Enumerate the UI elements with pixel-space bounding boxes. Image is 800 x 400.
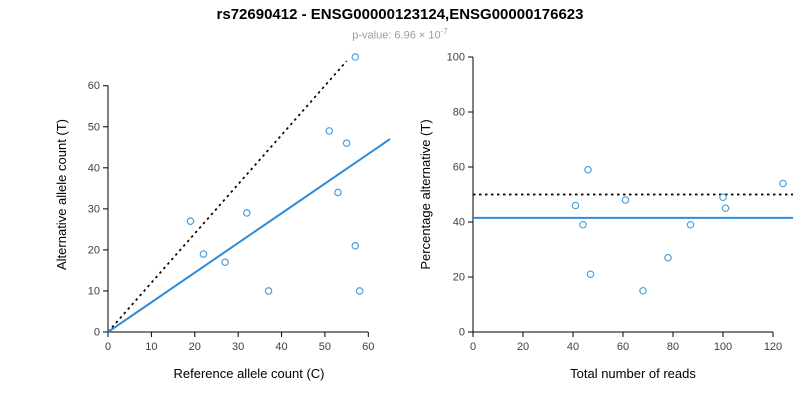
y-tick-label: 10 (88, 285, 100, 297)
y-axis-label: Alternative allele count (T) (54, 119, 69, 270)
y-tick-label: 40 (88, 162, 100, 174)
data-point (579, 220, 587, 229)
x-tick-label: 0 (470, 341, 476, 353)
x-tick-label: 30 (232, 341, 244, 353)
data-point (243, 209, 251, 217)
data-point (621, 196, 630, 204)
data-point (779, 179, 787, 188)
y-tick-label: 50 (88, 121, 100, 133)
data-point (586, 270, 595, 279)
y-axis-label: Percentage alternative (T) (418, 119, 433, 269)
x-tick-label: 50 (319, 341, 331, 353)
data-point (355, 287, 364, 295)
y-tick-label: 20 (88, 244, 100, 256)
data-point (351, 53, 360, 61)
x-tick-label: 100 (714, 341, 732, 353)
y-tick-label: 100 (447, 52, 465, 64)
data-point (721, 204, 730, 213)
x-tick-label: 0 (105, 341, 111, 353)
data-point (719, 193, 727, 202)
p-value-exponent: -7 (440, 27, 448, 36)
x-tick-label: 60 (362, 341, 374, 353)
y-tick-label: 0 (459, 327, 465, 339)
data-point (325, 127, 334, 135)
x-axis-label: Reference allele count (C) (173, 366, 324, 381)
data-point (186, 217, 195, 225)
y-tick-label: 20 (453, 272, 465, 284)
data-point (264, 287, 273, 295)
plot-title: rs72690412 - ENSG00000123124,ENSG0000017… (216, 6, 584, 23)
y-tick-label: 40 (453, 217, 465, 229)
allele-count-scatter-plot: 0 10 20 30 40 50 60 0 10 20 30 40 50 60 Reference alle… (54, 53, 391, 381)
x-tick-label: 60 (617, 341, 629, 353)
y-tick-label: 30 (88, 203, 100, 215)
data-point (571, 201, 580, 210)
p-value-text: p-value: 6.96 (352, 29, 416, 42)
x-tick-label: 20 (189, 341, 201, 353)
percentage-vs-reads-scatter-plot: 0 20 40 60 80 100 120 0 20 40 60 80 100 Total number … (418, 52, 793, 381)
x-tick-label: 40 (275, 341, 287, 353)
y-tick-label: 80 (453, 107, 465, 119)
x-tick-label: 40 (567, 341, 579, 353)
data-point (686, 220, 695, 229)
p-value-times-ten: × 10 (415, 29, 441, 42)
x-tick-label: 80 (667, 341, 679, 353)
data-point (639, 286, 647, 295)
y-tick-label: 60 (88, 80, 100, 92)
data-point (221, 258, 229, 267)
data-point (334, 188, 342, 197)
data-point (342, 139, 351, 147)
y-tick-label: 60 (453, 162, 465, 174)
x-tick-label: 10 (145, 341, 157, 353)
fitted-regression-line (107, 138, 391, 333)
data-point (664, 253, 672, 262)
x-tick-label: 20 (517, 341, 529, 353)
x-axis-label: Total number of reads (570, 366, 696, 381)
x-tick-label: 120 (764, 341, 782, 353)
p-value-subtitle: p-value: 6.96 × 10-7 (0, 27, 800, 42)
expected-ratio-line (107, 60, 348, 333)
y-tick-label: 0 (94, 327, 100, 339)
data-point (584, 165, 592, 174)
data-point (351, 242, 360, 250)
data-point (199, 250, 208, 258)
